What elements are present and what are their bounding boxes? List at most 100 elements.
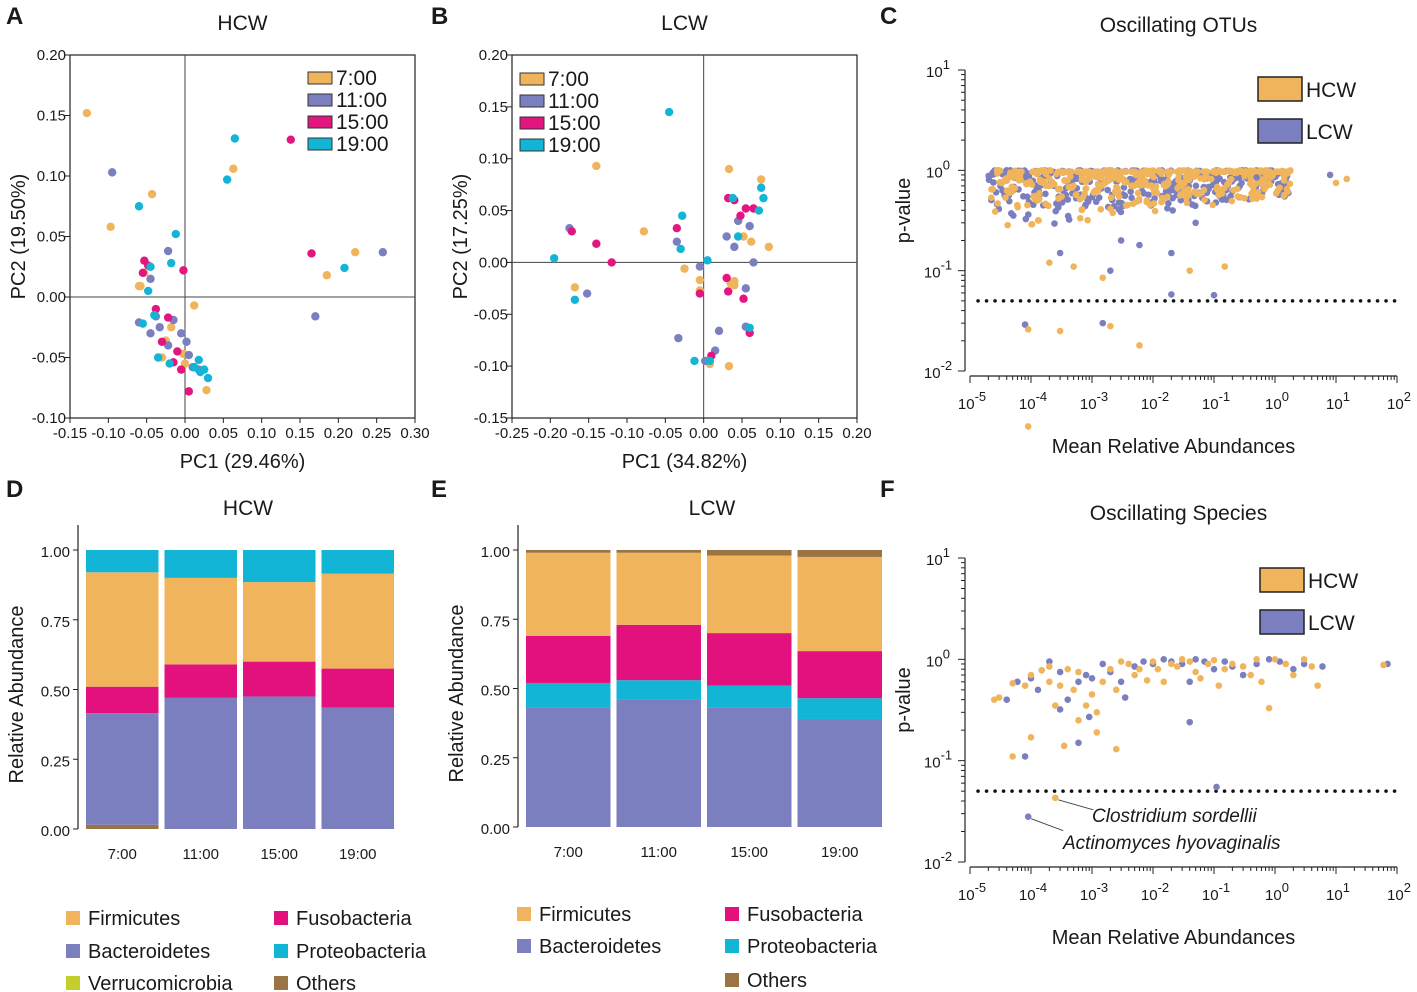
hcw-point bbox=[1173, 168, 1181, 175]
hcw-point bbox=[1149, 658, 1157, 665]
data-point-700 bbox=[106, 222, 115, 232]
data-point-1900 bbox=[678, 211, 687, 220]
lcw-point bbox=[1095, 194, 1103, 201]
hcw-point bbox=[1078, 174, 1086, 182]
x-axis-label: PC1 (29.46%) bbox=[180, 451, 306, 473]
x-tick-label: 10-2 bbox=[1141, 389, 1169, 413]
lcw-point bbox=[1099, 660, 1107, 668]
legend-label: Fusobacteria bbox=[296, 908, 412, 930]
x-axis-label: Mean Relative Abundances bbox=[1052, 436, 1296, 458]
bar-segment-bacteroidetes bbox=[797, 718, 882, 827]
hcw-point bbox=[1005, 189, 1013, 197]
pca-panel-B: B LCW-0.25 -0.20 -0.15 -0.10 -0.05 0.00 0.05 0.1… bbox=[431, 3, 872, 473]
hcw-point bbox=[1078, 206, 1086, 213]
data-point-700 bbox=[695, 275, 705, 285]
data-point-1500 bbox=[567, 227, 576, 236]
x-tick-label: 10-3 bbox=[1080, 880, 1108, 904]
lcw-point bbox=[1034, 686, 1042, 694]
lcw-point bbox=[1168, 291, 1175, 298]
data-point-1100 bbox=[107, 168, 117, 177]
y-tick-label: 0.15 bbox=[479, 99, 508, 116]
data-point-1100 bbox=[184, 350, 194, 360]
hcw-point bbox=[1070, 182, 1077, 190]
data-point-1900 bbox=[705, 356, 714, 366]
hcw-point bbox=[1085, 175, 1093, 183]
lcw-point bbox=[1151, 194, 1158, 202]
y-axis-label: PC2 (19.50%) bbox=[8, 174, 30, 300]
hcw-point bbox=[1254, 168, 1262, 175]
x-tick-label: 10-5 bbox=[958, 880, 986, 904]
hcw-point bbox=[1237, 194, 1244, 201]
panel-letter: E bbox=[431, 476, 447, 503]
lcw-point bbox=[1192, 219, 1199, 227]
data-point-700 bbox=[134, 281, 144, 291]
hcw-point bbox=[1258, 678, 1265, 686]
hcw-point bbox=[1113, 188, 1120, 196]
hcw-point bbox=[1254, 189, 1262, 196]
hcw-point bbox=[1136, 342, 1143, 349]
x-tick-label: 19:00 bbox=[339, 846, 377, 863]
hcw-point bbox=[1201, 196, 1208, 204]
hcw-point bbox=[1272, 168, 1280, 175]
data-point-700 bbox=[229, 164, 238, 173]
bar-segment-firmicutes bbox=[321, 573, 394, 669]
y-tick-label: 10-1 bbox=[924, 258, 952, 282]
hcw-point bbox=[1124, 201, 1131, 209]
bar-segment-firmicutes bbox=[707, 555, 792, 634]
y-tick-label: 0.20 bbox=[479, 47, 508, 64]
stacked-bar-panel-D: D HCW 0.00 0.25 0.50 0.75 1.00 Relative Abundan… bbox=[6, 476, 427, 992]
bar-segment-bacteroidetes bbox=[243, 696, 316, 829]
data-point-1500 bbox=[138, 268, 148, 277]
y-tick-label: 0.25 bbox=[41, 753, 70, 770]
lcw-point bbox=[1221, 658, 1229, 665]
hcw-point bbox=[1107, 665, 1114, 673]
hcw-point bbox=[1058, 193, 1065, 200]
hcw-point bbox=[1175, 183, 1183, 190]
panel-letter: D bbox=[6, 476, 23, 503]
hcw-point bbox=[1207, 175, 1215, 183]
x-tick-label: -0.20 bbox=[533, 425, 567, 442]
hcw-point bbox=[1183, 199, 1191, 207]
legend-label: 19:00 bbox=[548, 134, 601, 157]
hcw-point bbox=[1092, 168, 1099, 175]
hcw-point bbox=[1332, 179, 1340, 187]
hcw-point bbox=[1070, 263, 1077, 270]
legend-swatch bbox=[519, 116, 545, 130]
x-tick-label: 100 bbox=[1265, 880, 1289, 904]
lcw-point bbox=[1117, 678, 1125, 686]
lcw-point bbox=[1168, 186, 1176, 194]
y-tick-label: 0.05 bbox=[479, 203, 508, 220]
y-tick-label: -0.15 bbox=[474, 410, 508, 427]
hcw-point bbox=[1095, 187, 1102, 195]
data-point-1900 bbox=[222, 175, 232, 184]
data-point-1900 bbox=[754, 206, 764, 215]
x-tick-label: 15:00 bbox=[730, 844, 768, 861]
legend-label: LCW bbox=[1308, 612, 1355, 635]
hcw-point bbox=[1163, 193, 1171, 201]
y-tick-label: -0.10 bbox=[32, 410, 66, 427]
hcw-point bbox=[1182, 188, 1189, 196]
data-point-1100 bbox=[146, 274, 155, 284]
legend-label: 11:00 bbox=[336, 89, 387, 112]
x-tick-label: 0.10 bbox=[247, 425, 276, 442]
hcw-point bbox=[1249, 183, 1257, 191]
x-tick-label: 7:00 bbox=[554, 844, 583, 861]
data-point-1900 bbox=[733, 232, 743, 241]
bar-segment-firmicutes bbox=[243, 582, 316, 662]
data-point-700 bbox=[147, 189, 157, 199]
legend-swatch bbox=[66, 911, 80, 925]
data-point-700 bbox=[180, 359, 190, 368]
hcw-point bbox=[1070, 686, 1077, 694]
annotation-leader-line bbox=[1031, 818, 1064, 832]
hcw-point bbox=[1008, 183, 1016, 191]
data-point-1500 bbox=[179, 266, 188, 275]
hcw-point bbox=[1239, 663, 1247, 670]
bar-segment-proteobacteria bbox=[797, 698, 882, 719]
hcw-point bbox=[1135, 195, 1143, 203]
data-point-1900 bbox=[203, 373, 213, 383]
lcw-point bbox=[1145, 191, 1152, 199]
data-point-1500 bbox=[724, 287, 733, 296]
y-tick-label: 0.75 bbox=[41, 614, 70, 631]
data-point-1900 bbox=[146, 262, 155, 271]
bar-segment-others bbox=[526, 550, 611, 553]
